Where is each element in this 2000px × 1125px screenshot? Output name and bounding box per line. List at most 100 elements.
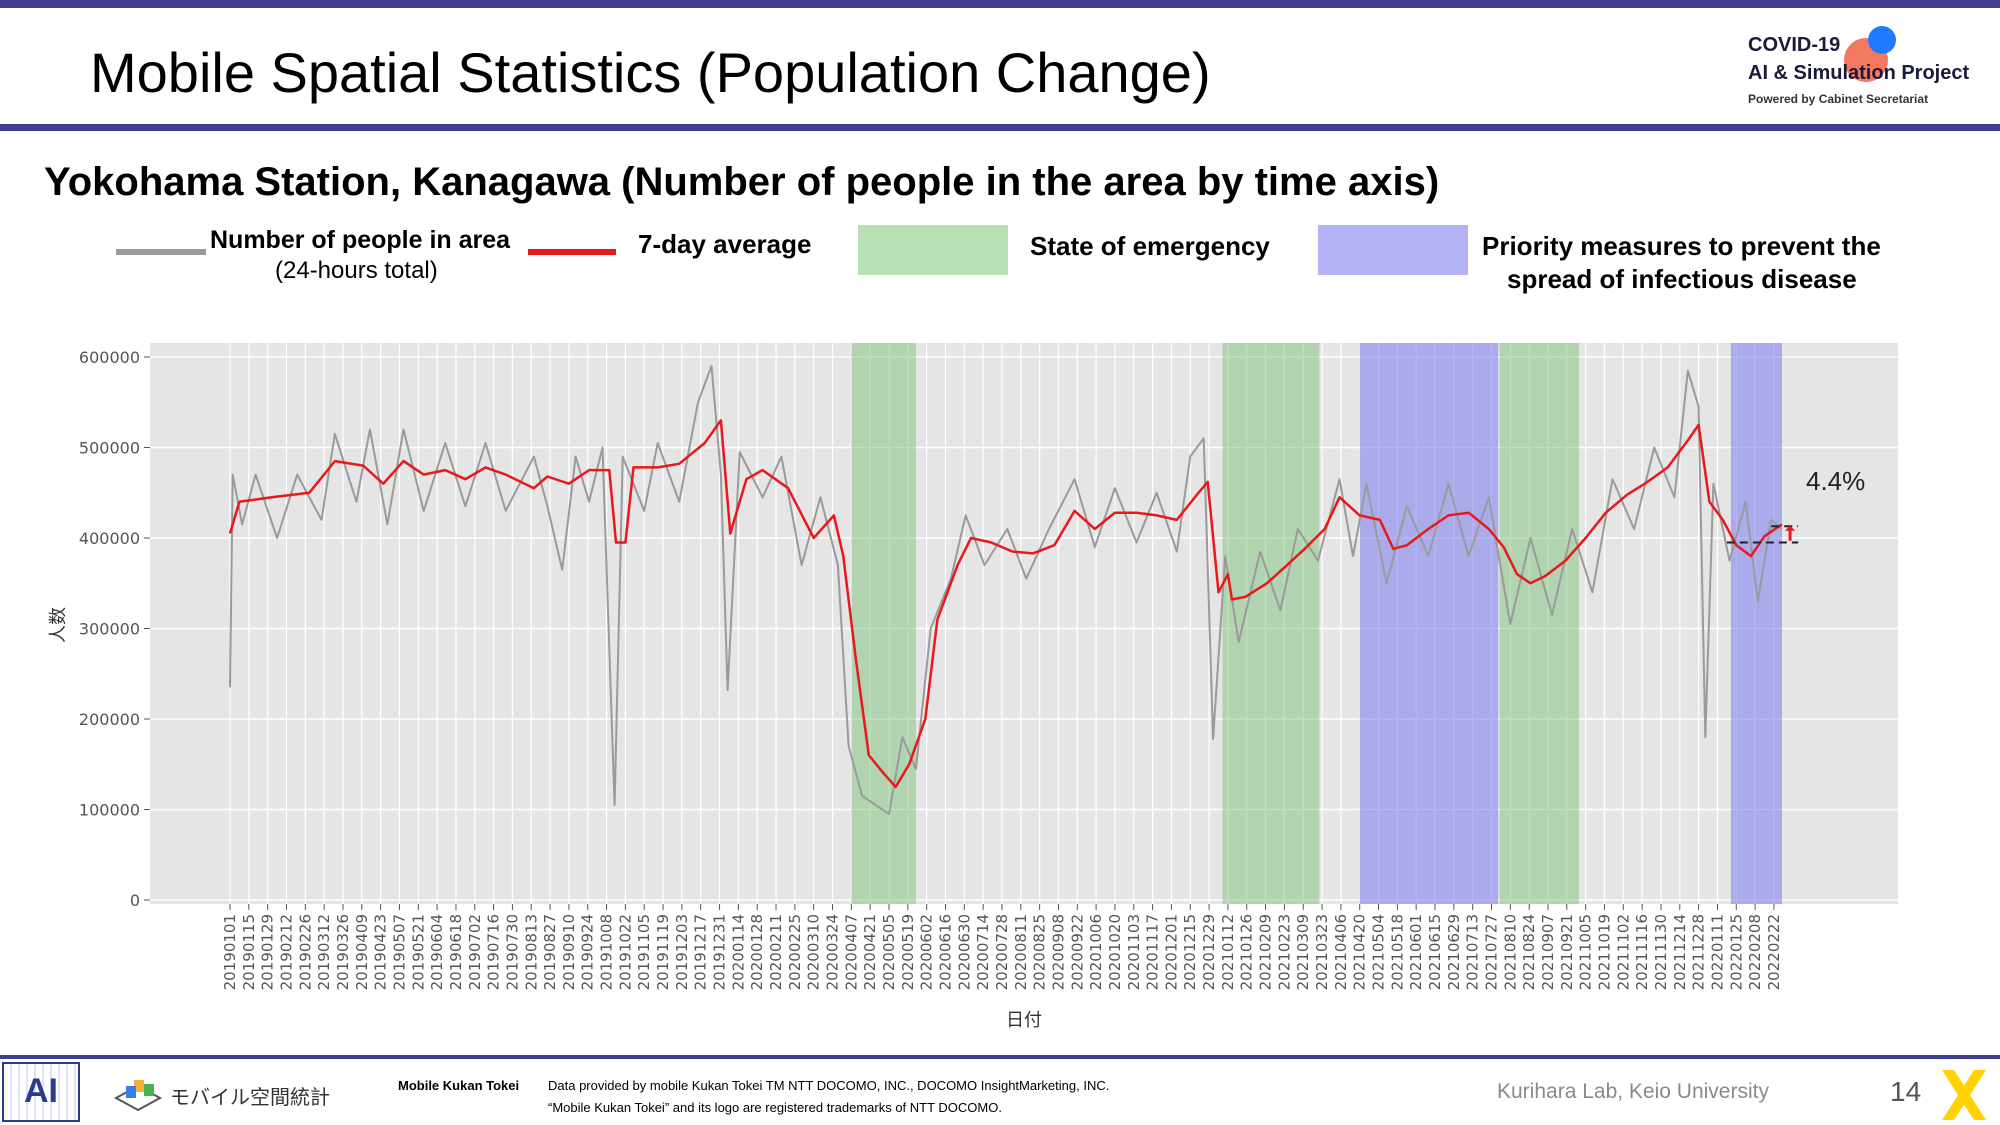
y-tick-label: 200000 <box>79 710 140 729</box>
series-7day-average-line <box>228 419 1783 789</box>
legend-avg-swatch <box>528 249 616 255</box>
x-tick-label: 20210713 <box>1464 914 1482 990</box>
x-tick-label: 20191217 <box>692 914 710 990</box>
slide-title: Mobile Spatial Statistics (Population Ch… <box>90 41 1211 104</box>
x-tick-label: 20210420 <box>1351 914 1369 990</box>
x-tick-label: 20200505 <box>880 914 898 990</box>
x-tick-label: 20210810 <box>1501 914 1519 990</box>
shaded-periods <box>851 343 1782 904</box>
emergency-period-band <box>851 343 916 904</box>
footer-lab-name: Kurihara Lab, Keio University <box>1497 1080 1769 1103</box>
x-tick-label: 20190115 <box>240 914 258 990</box>
x-tick-label: 20190910 <box>560 914 578 990</box>
x-tick-label: 20211130 <box>1652 914 1670 990</box>
x-tick-label: 20211214 <box>1671 914 1689 990</box>
x-tick-label: 20210309 <box>1294 914 1312 990</box>
x-tick-label: 20220111 <box>1708 914 1726 990</box>
logo-line-2: AI & Simulation Project <box>1748 62 1970 84</box>
x-tick-label: 20191008 <box>598 914 616 990</box>
legend-avg-label: 7-day average <box>638 229 812 259</box>
x-tick-label: 20200324 <box>824 914 842 990</box>
legend-priority-label-2: spread of infectious disease <box>1507 264 1857 294</box>
x-tick-label: 20210727 <box>1483 914 1501 990</box>
x-tick-label: 20200114 <box>729 914 747 990</box>
x-tick-label: 20190716 <box>485 914 503 990</box>
x-tick-label: 20191203 <box>673 914 691 990</box>
priority-measures-band <box>1730 343 1782 904</box>
legend-priority-label-1: Priority measures to prevent the <box>1482 231 1881 261</box>
legend-daily-swatch <box>116 249 206 255</box>
x-tick-label: 20200630 <box>955 914 973 990</box>
x-tick-label: 20200825 <box>1031 914 1049 990</box>
x-tick-label: 20220208 <box>1746 914 1764 990</box>
x-tick-label: 20190101 <box>221 914 239 990</box>
x-tick-label: 20190409 <box>353 914 371 990</box>
x-tick-label: 20200922 <box>1068 914 1086 990</box>
emergency-period-band <box>1222 343 1320 904</box>
top-accent-bar <box>0 0 2000 8</box>
legend-daily-sublabel: (24-hours total) <box>275 257 438 284</box>
legend-priority-swatch <box>1318 225 1468 275</box>
x-tick-label: 20190604 <box>428 914 446 990</box>
series-daily-people-line <box>229 365 1783 815</box>
legend-emergency-label: State of emergency <box>1030 231 1270 261</box>
page-number: 14 <box>1890 1076 1922 1107</box>
x-tick-label: 20210406 <box>1332 914 1350 990</box>
x-tick-label: 20210209 <box>1257 914 1275 990</box>
x-tick-label: 20210504 <box>1370 914 1388 990</box>
logo-blue-dot <box>1868 26 1896 54</box>
x-tick-label: 20200310 <box>805 914 823 990</box>
x-tick-label: 20200811 <box>1012 914 1030 990</box>
x-tick-label: 20210601 <box>1407 914 1425 990</box>
x-axis-ticks: 20190101 20190115 20190129 20190212 20190226… <box>221 904 1783 990</box>
y-tick-label: 500000 <box>79 439 140 458</box>
x-tick-label: 20190924 <box>579 914 597 990</box>
mkt-logo-text: モバイル空間統計 <box>170 1085 330 1109</box>
priority-measures-band <box>1359 343 1499 904</box>
x-tick-label: 20210518 <box>1388 914 1406 990</box>
logo-line-1: COVID-19 <box>1748 34 1841 56</box>
x-tick-label: 20210323 <box>1313 914 1331 990</box>
mobile-kukan-tokei-logo: モバイル空間統計 <box>113 1080 330 1112</box>
x-tick-label: 20210824 <box>1520 914 1538 990</box>
y-tick-label: 100000 <box>79 801 140 820</box>
x-tick-label: 20201201 <box>1162 914 1180 990</box>
y-tick-label: 300000 <box>79 620 140 639</box>
x-tick-label: 20211228 <box>1690 914 1708 990</box>
x-tick-label: 20200211 <box>767 914 785 990</box>
x-tick-label: 20200908 <box>1049 914 1067 990</box>
plot-background <box>150 343 1898 904</box>
x-tick-label: 20210223 <box>1275 914 1293 990</box>
x-tick-label: 20200714 <box>974 914 992 990</box>
x-tick-label: 20190212 <box>277 914 295 990</box>
title-divider-bar <box>0 124 2000 131</box>
x-tick-label: 20191119 <box>654 914 672 990</box>
x-tick-label: 20190423 <box>372 914 390 990</box>
y-axis-label: 人数 <box>48 607 69 643</box>
x-tick-label: 20190226 <box>296 914 314 990</box>
change-arrowhead <box>1785 525 1796 531</box>
ai-lab-logo: AI <box>2 1062 80 1122</box>
series-lines <box>228 365 1783 815</box>
footer-divider-bar <box>0 1055 2000 1059</box>
x-tick-label: 20201215 <box>1181 914 1199 990</box>
x-tick-label: 20201117 <box>1144 914 1162 990</box>
x-tick-label: 20191231 <box>711 914 729 990</box>
legend-daily-label: Number of people in area <box>210 226 511 254</box>
x-tick-label: 20210629 <box>1445 914 1463 990</box>
x-tick-label: 20190618 <box>447 914 465 990</box>
footer-credit-2: “Mobile Kukan Tokei” and its logo are re… <box>548 1100 1002 1115</box>
population-line-chart: 0 100000 200000 300000 400000 500000 600000 20… <box>48 343 1898 1031</box>
x-tick-label: 20200407 <box>842 914 860 990</box>
x-tick-label: 20191105 <box>635 914 653 990</box>
x-tick-label: 20190312 <box>315 914 333 990</box>
x-tick-label: 20190813 <box>522 914 540 990</box>
legend-emergency-swatch <box>858 225 1008 275</box>
y-axis-ticks: 0 100000 200000 300000 400000 500000 600000 <box>79 348 150 910</box>
y-tick-label: 400000 <box>79 529 140 548</box>
x-tick-label: 20200421 <box>861 914 879 990</box>
footer-credit-1: Data provided by mobile Kukan Tokei TM N… <box>548 1078 1110 1093</box>
x-tick-label: 20220222 <box>1765 914 1783 990</box>
x-tick-label: 20201006 <box>1087 914 1105 990</box>
x-tick-label: 20211019 <box>1595 914 1613 990</box>
